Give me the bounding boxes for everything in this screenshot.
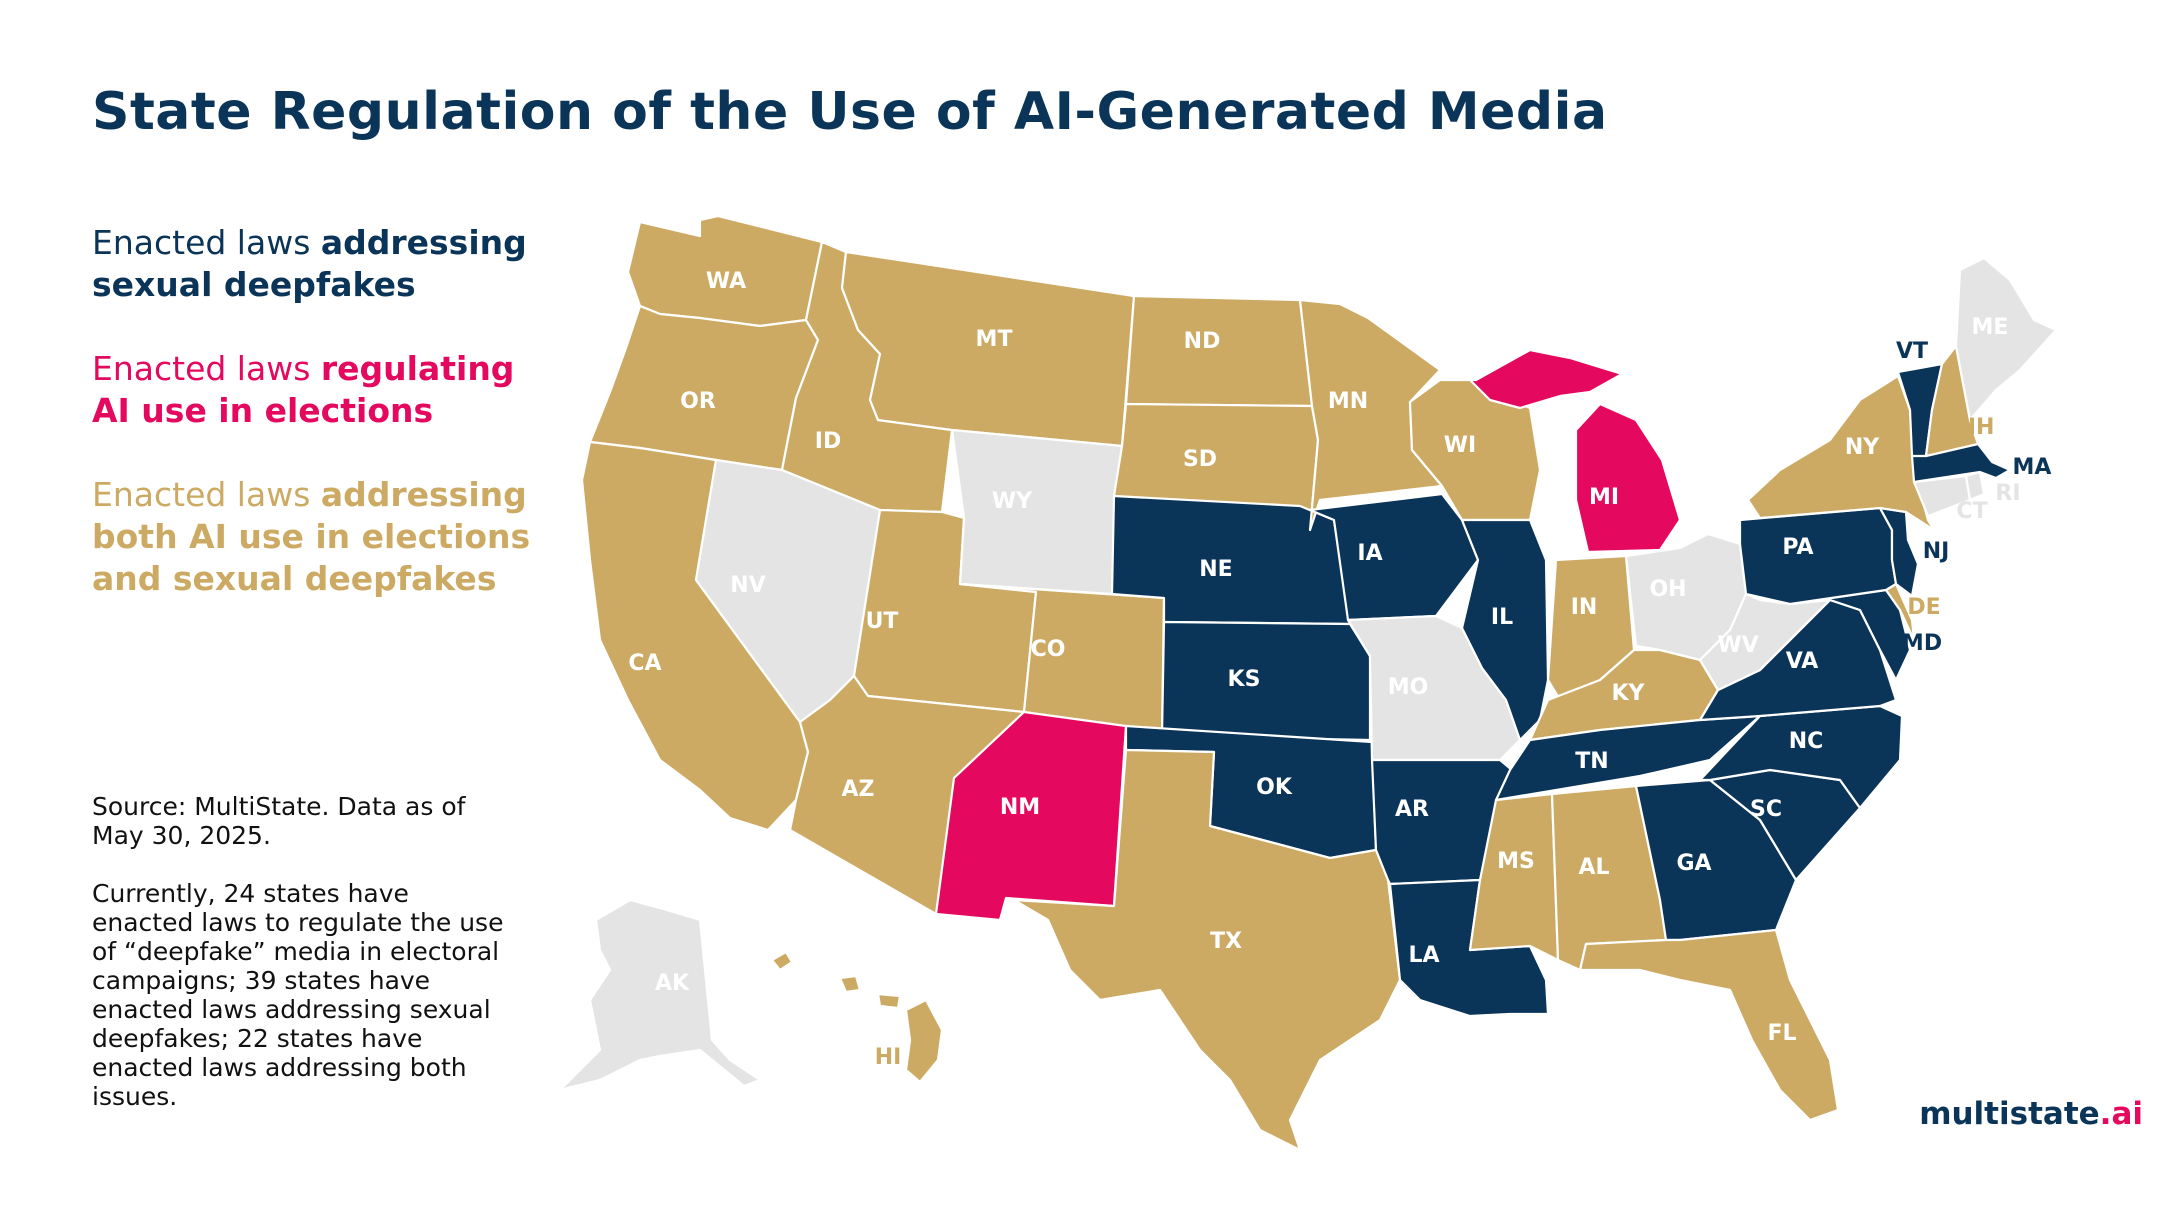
label-az: AZ [842, 777, 875, 802]
brand-logo: multistate.ai [1919, 1096, 2143, 1132]
legend-item-elections: Enacted laws regulating AI use in electi… [92, 348, 562, 432]
label-mi: MI [1589, 485, 1619, 510]
label-fl: FL [1767, 1021, 1796, 1046]
label-ms: MS [1497, 849, 1535, 874]
state-nj[interactable] [1878, 506, 1920, 598]
label-va: VA [1786, 649, 1819, 674]
label-sc: SC [1750, 797, 1782, 822]
label-pa: PA [1782, 535, 1813, 560]
state-ri[interactable] [1964, 470, 1986, 502]
brand-suffix: .ai [2099, 1096, 2143, 1132]
legend-item-both: Enacted laws addressing both AI use in e… [92, 474, 562, 600]
brand-main: multistate [1919, 1096, 2100, 1132]
label-ia: IA [1357, 541, 1382, 566]
state-mi-lower[interactable] [1574, 402, 1682, 554]
page-title: State Regulation of the Use of AI-Genera… [92, 82, 1608, 142]
label-la: LA [1408, 943, 1439, 968]
state-nm[interactable] [934, 710, 1128, 922]
label-nc: NC [1789, 729, 1824, 754]
label-ri: RI [1995, 481, 2020, 506]
summary-note: Currently, 24 states have enacted laws t… [92, 879, 504, 1111]
legend: Enacted laws addressing sexual deepfakes… [92, 222, 562, 642]
label-nh: NH [1958, 415, 1995, 440]
label-mo: MO [1388, 675, 1429, 700]
label-nv: NV [730, 573, 765, 598]
state-shapes [558, 214, 2058, 1152]
label-vt: VT [1896, 339, 1928, 364]
source-note: Source: MultiState. Data as of May 30, 2… [92, 792, 466, 850]
label-wy: WY [992, 489, 1033, 514]
legend-sexual-strong: addressing sexual deepfakes [92, 223, 527, 304]
state-il[interactable] [1460, 518, 1550, 742]
label-ca: CA [628, 651, 661, 676]
label-ky: KY [1612, 681, 1646, 706]
state-pa[interactable] [1738, 506, 1898, 606]
state-ak[interactable] [558, 898, 762, 1092]
label-mn: MN [1328, 389, 1368, 414]
label-ak: AK [655, 971, 690, 996]
notes: Source: MultiState. Data as of May 30, 2… [92, 792, 512, 1140]
state-mi[interactable] [1468, 348, 1624, 410]
state-tx[interactable] [1012, 748, 1402, 1152]
state-wy[interactable] [950, 428, 1124, 596]
label-tn: TN [1575, 749, 1608, 774]
legend-sexual-prefix: Enacted laws [92, 223, 321, 262]
label-in: IN [1571, 595, 1598, 620]
label-hi: HI [875, 1045, 902, 1070]
legend-both-strong: addressing both AI use in elections and … [92, 475, 531, 598]
legend-elections-prefix: Enacted laws [92, 349, 321, 388]
label-al: AL [1578, 855, 1609, 880]
label-ma: MA [2013, 455, 2052, 480]
label-co: CO [1031, 637, 1066, 662]
label-nj: NJ [1923, 539, 1950, 564]
label-wv: WV [1717, 633, 1758, 658]
legend-both-prefix: Enacted laws [92, 475, 321, 514]
label-ga: GA [1676, 851, 1711, 876]
state-hi[interactable] [904, 998, 944, 1084]
label-ok: OK [1256, 775, 1293, 800]
label-oh: OH [1649, 577, 1686, 602]
label-md: MD [1902, 631, 1942, 656]
state-labels: WA OR CA ID NV UT AZ MT WY CO NM ND SD N… [628, 269, 2051, 1070]
state-ks[interactable] [1160, 620, 1372, 742]
label-or: OR [680, 389, 716, 414]
state-hi-islands-a[interactable] [770, 950, 794, 972]
label-nm: NM [1000, 795, 1040, 820]
label-me: ME [1972, 315, 2009, 340]
label-id: ID [815, 429, 841, 454]
label-sd: SD [1183, 447, 1217, 472]
label-ny: NY [1845, 435, 1880, 460]
label-ut: UT [866, 609, 899, 634]
label-wa: WA [706, 269, 746, 294]
label-il: IL [1491, 605, 1513, 630]
legend-elections-strong: regulating AI use in elections [92, 349, 515, 430]
state-hi-islands-c[interactable] [876, 992, 902, 1010]
label-nd: ND [1184, 329, 1221, 354]
label-ks: KS [1228, 667, 1261, 692]
legend-item-sexual-deepfakes: Enacted laws addressing sexual deepfakes [92, 222, 562, 306]
label-tx: TX [1210, 929, 1242, 954]
state-hi-islands-b[interactable] [838, 974, 862, 994]
label-de: DE [1907, 595, 1940, 620]
label-wi: WI [1444, 433, 1476, 458]
label-ct: CT [1956, 499, 1987, 524]
state-me[interactable] [1954, 256, 2058, 422]
label-ne: NE [1199, 557, 1232, 582]
label-mt: MT [976, 327, 1013, 352]
label-ar: AR [1395, 797, 1429, 822]
state-ia[interactable] [1308, 492, 1480, 622]
state-wi[interactable] [1408, 378, 1542, 522]
state-fl[interactable] [1578, 928, 1840, 1122]
